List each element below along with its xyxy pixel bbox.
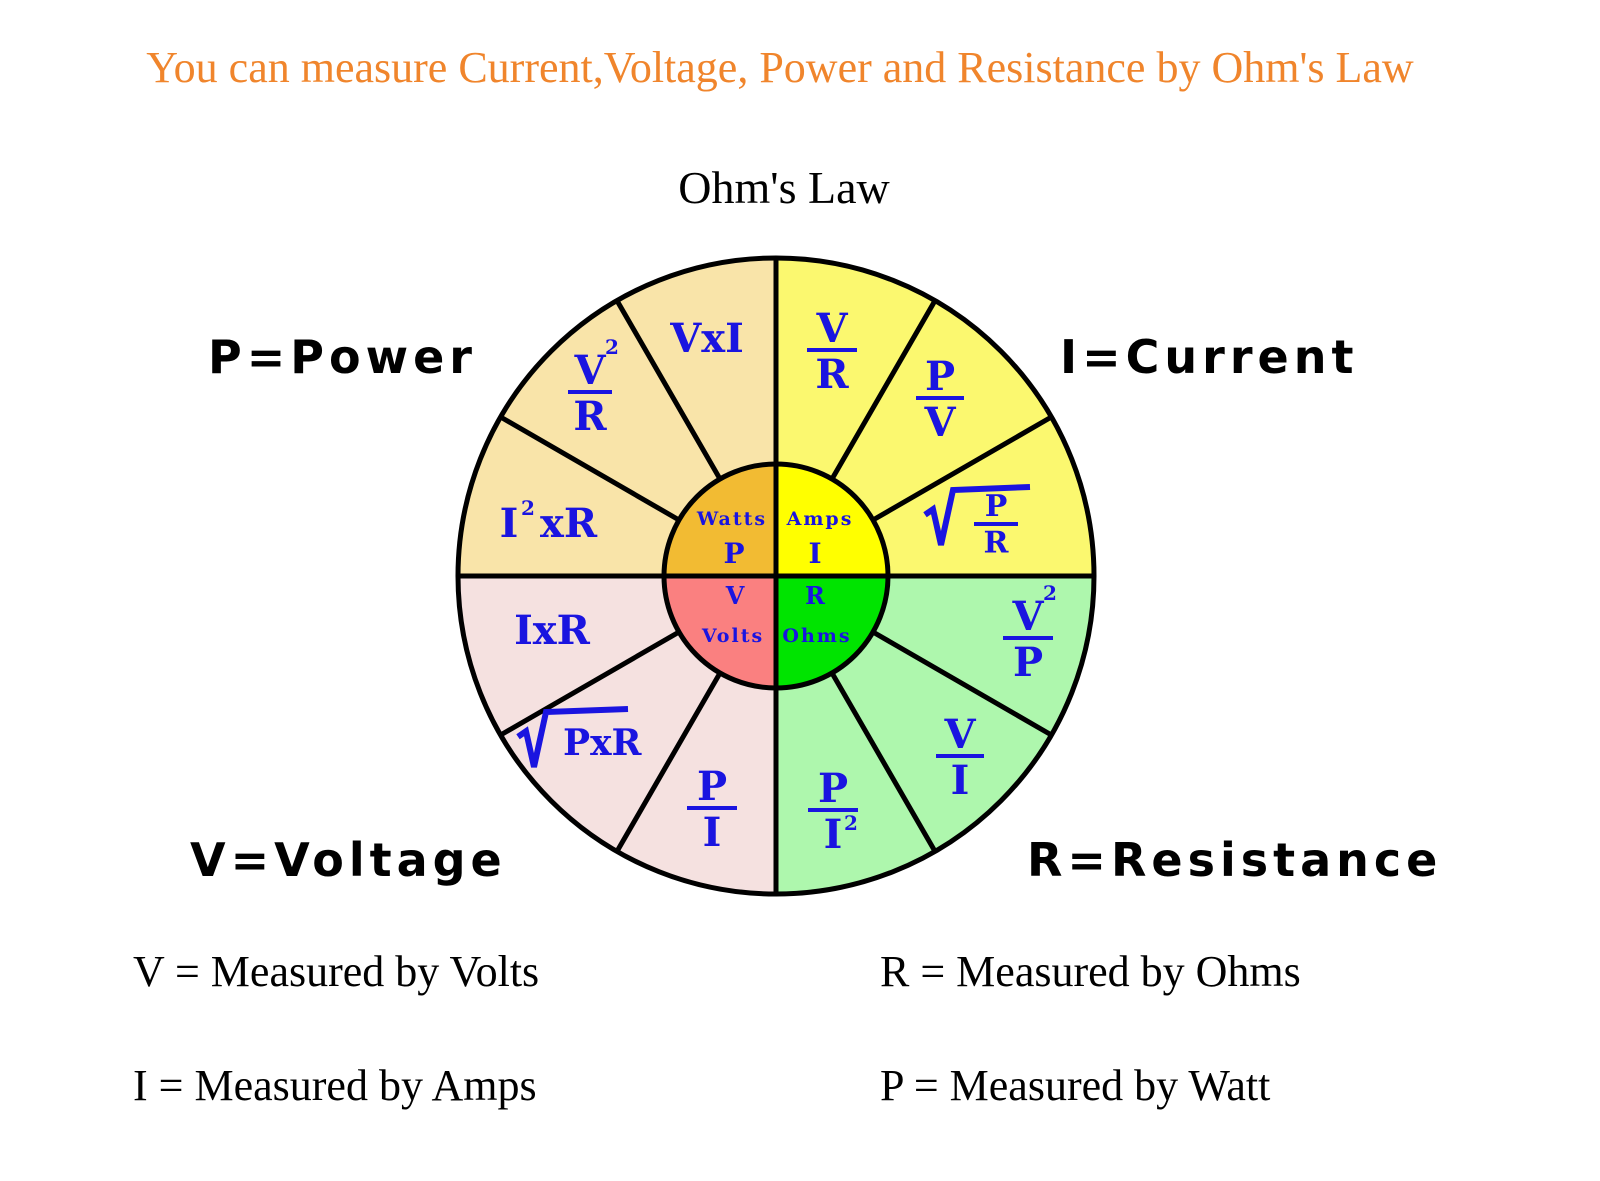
diagram-title: Ohm's Law [678, 162, 890, 213]
inner-symbol-r: R [805, 581, 826, 610]
sector-divider [871, 629, 1053, 738]
sector-divider [871, 414, 1053, 523]
inner-unit-amps: Amps [786, 508, 854, 530]
formula-denominator: R [815, 351, 849, 398]
formula-numerator: V [815, 305, 848, 352]
sector-divider [499, 629, 681, 738]
formula-numerator: V [943, 711, 976, 758]
formula-numerator: V [1011, 593, 1044, 640]
formula-i-squared-base: I [500, 500, 519, 547]
label-voltage: V=Voltage [190, 833, 507, 887]
formula-denominator: I [824, 811, 843, 858]
formula-numerator: P [985, 489, 1008, 524]
sector-divider [499, 414, 681, 523]
sector-divider [829, 299, 938, 481]
sector-divider [614, 299, 723, 481]
definition-ohms: R = Measured by Ohms [880, 947, 1301, 996]
outer-ring [455, 255, 1097, 897]
formula-denominator: V [923, 399, 956, 446]
inner-unit-ohms: Ohms [782, 625, 851, 647]
formula-denominator: R [984, 526, 1010, 561]
current-center [776, 464, 888, 576]
inner-symbol-p: P [723, 537, 744, 570]
inner-ring [661, 461, 891, 691]
label-current: I=Current [1060, 330, 1358, 384]
formula-v-times-i: VxI [669, 315, 744, 362]
resistance-center [776, 576, 888, 688]
sector-divider [829, 671, 938, 853]
formula-denominator: P [1013, 639, 1043, 686]
formula-superscript: 2 [844, 811, 858, 835]
formula-superscript: 2 [521, 496, 535, 520]
inner-unit-volts: Volts [701, 625, 764, 647]
page-title: You can measure Current,Voltage, Power a… [146, 43, 1414, 92]
power-center [664, 464, 776, 576]
inner-unit-watts: Watts [696, 508, 767, 530]
formula-sqrt-p-times-r: PxR [563, 722, 643, 764]
formula-numerator: V [573, 347, 606, 394]
formula-i-times-r: IxR [514, 607, 591, 654]
label-power: P=Power [208, 330, 477, 384]
definition-watts: P = Measured by Watt [880, 1061, 1270, 1110]
definition-amps: I = Measured by Amps [133, 1061, 537, 1110]
formula-denominator: R [573, 393, 607, 440]
inner-symbol-i: I [808, 537, 821, 570]
formula-numerator: P [818, 765, 848, 812]
formula-numerator: P [925, 353, 955, 400]
voltage-center [664, 576, 776, 688]
formula-numerator: P [697, 763, 727, 810]
definition-volts: V = Measured by Volts [133, 947, 539, 996]
square-root-icon [923, 484, 1031, 546]
label-resistance: R=Resistance [1027, 833, 1442, 887]
formula-superscript: 2 [605, 335, 619, 359]
formula-superscript: 2 [1043, 581, 1057, 605]
formula-denominator: I [703, 809, 722, 856]
formula-i-squared-r: xR [540, 500, 598, 547]
inner-symbol-v: V [725, 581, 745, 610]
square-root-icon [516, 706, 629, 768]
formula-denominator: I [951, 757, 970, 804]
sector-divider [614, 671, 723, 853]
